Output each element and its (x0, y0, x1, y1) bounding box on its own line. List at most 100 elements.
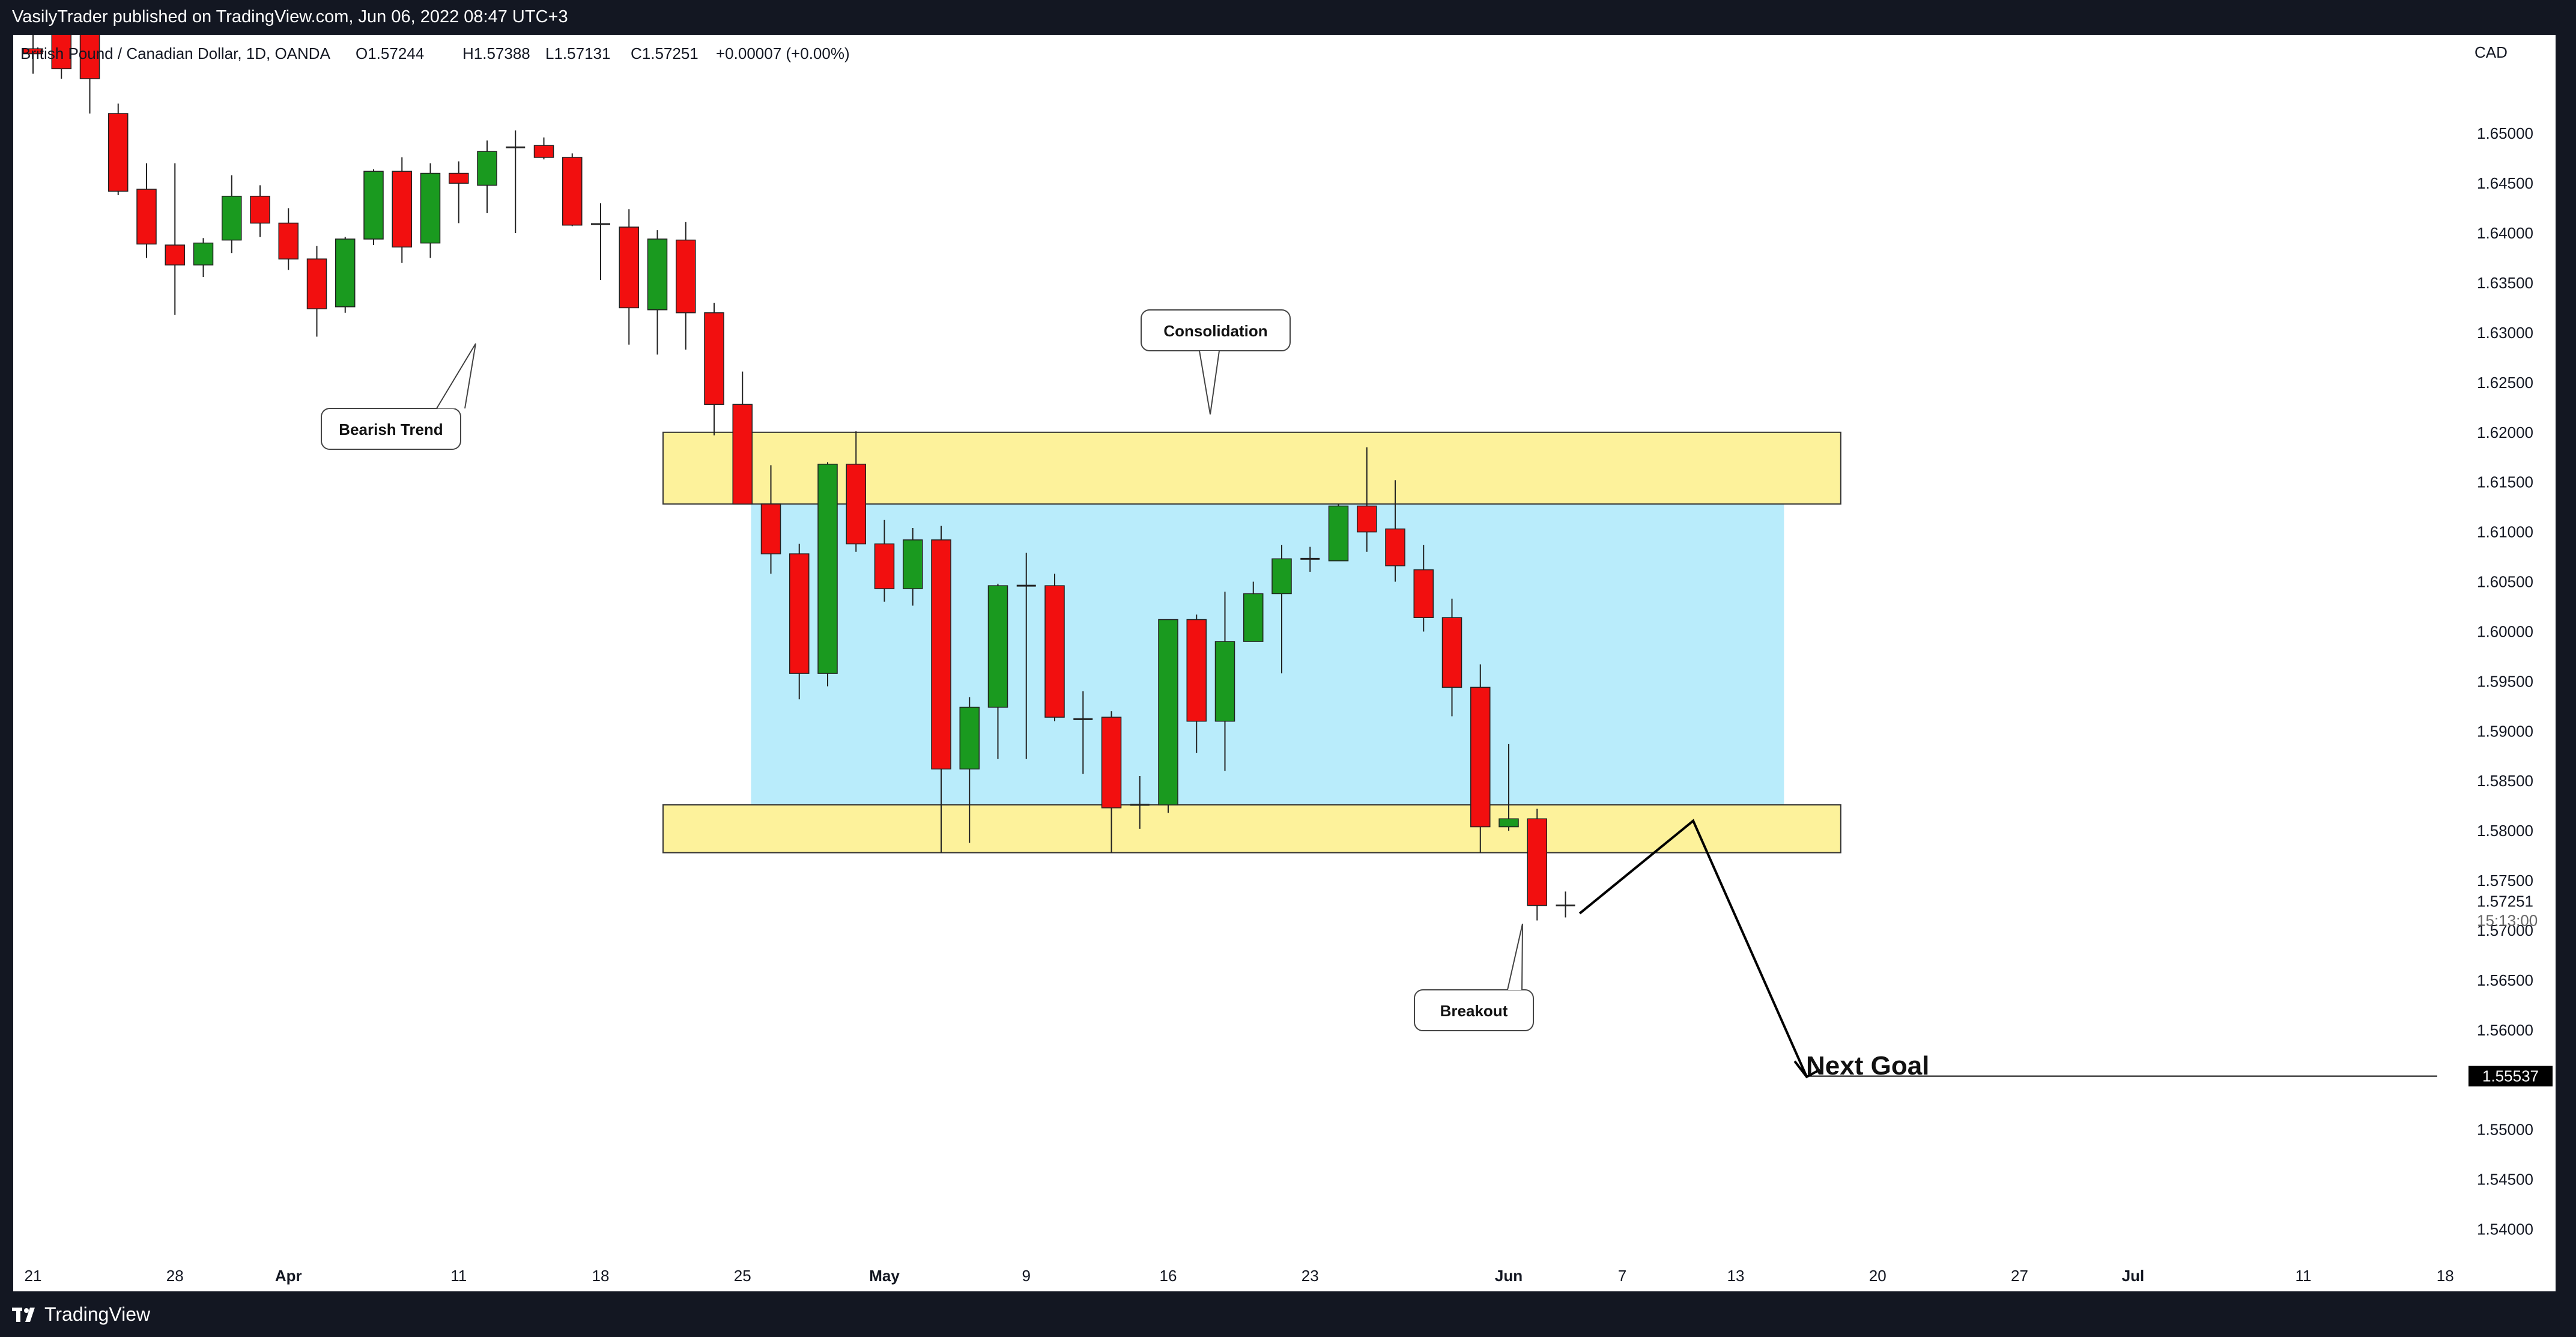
price-tick: 1.65000 (2477, 124, 2533, 142)
candle-up[interactable] (1158, 619, 1178, 805)
price-tick: 1.63500 (2477, 274, 2533, 292)
goal-price-badge (2468, 1066, 2553, 1087)
candle-up[interactable] (817, 464, 838, 674)
price-tick: 1.60500 (2477, 573, 2533, 591)
price-tick: 1.54000 (2477, 1220, 2533, 1238)
price-tick: 1.64000 (2477, 224, 2533, 242)
candle-up[interactable] (335, 238, 356, 308)
breakout-callout-pointer (1507, 923, 1523, 990)
candle-down[interactable] (449, 172, 469, 184)
time-tick: Jun (1495, 1267, 1523, 1285)
candle-down[interactable] (704, 312, 724, 405)
price-tick: 1.62000 (2477, 423, 2533, 441)
candle-down[interactable] (392, 171, 412, 248)
support-zone[interactable] (662, 804, 1841, 853)
candle-up[interactable] (1243, 593, 1264, 642)
candle-down[interactable] (562, 157, 583, 226)
consolidation-callout-pointer (1199, 350, 1220, 415)
candle-down[interactable] (1441, 617, 1462, 688)
candle-down[interactable] (1101, 717, 1122, 808)
candle-down[interactable] (789, 553, 810, 674)
resistance-zone[interactable] (662, 431, 1841, 505)
price-tick: 1.59500 (2477, 672, 2533, 690)
candle-down[interactable] (51, 35, 71, 70)
next-goal-label: Next Goal (1806, 1051, 1929, 1081)
time-tick: Jul (2122, 1267, 2145, 1285)
price-tick: 1.64500 (2477, 174, 2533, 192)
candle-down[interactable] (1527, 818, 1547, 906)
breakout-callout-box (1414, 989, 1534, 1031)
candle-down[interactable] (278, 222, 299, 259)
candle-down[interactable] (760, 503, 781, 554)
candle-down[interactable] (1385, 528, 1405, 566)
tradingview-logo[interactable]: TradingView (12, 1303, 150, 1326)
bearish-trend-callout-text: Bearish Trend (339, 420, 443, 438)
candle-up[interactable] (903, 539, 923, 589)
countdown-label: 15:13:00 (2477, 911, 2538, 929)
publish-info: VasilyTrader published on TradingView.co… (12, 7, 568, 26)
candle-up[interactable] (193, 242, 214, 265)
candle-up[interactable] (1328, 505, 1349, 562)
price-tick: 1.57500 (2477, 872, 2533, 890)
candle-down[interactable] (1413, 569, 1434, 618)
price-tick: 1.61000 (2477, 523, 2533, 541)
candle-up[interactable] (1271, 558, 1292, 595)
candle-up[interactable] (987, 585, 1008, 708)
candle-down[interactable] (306, 258, 327, 309)
candle-down[interactable] (1470, 687, 1491, 828)
candle-down[interactable] (250, 195, 270, 224)
bearish-trend-callout[interactable]: Bearish Trend (321, 343, 476, 450)
price-tick: 1.63000 (2477, 324, 2533, 342)
arrowhead (1793, 1060, 1821, 1079)
candle-down[interactable] (108, 113, 129, 192)
candle-up[interactable] (477, 151, 497, 186)
consolidation-callout[interactable]: Consolidation (1141, 309, 1291, 415)
candle-up[interactable] (1214, 641, 1235, 722)
breakout-callout[interactable]: Breakout (1414, 923, 1534, 1031)
candle-up[interactable] (363, 171, 384, 240)
time-tick: May (869, 1267, 900, 1285)
price-tick: 1.61500 (2477, 473, 2533, 491)
candle-down[interactable] (79, 35, 100, 79)
price-tick: 1.56000 (2477, 1021, 2533, 1039)
candle-up[interactable] (222, 195, 242, 241)
candle-down[interactable] (732, 404, 753, 505)
candle-up[interactable] (420, 172, 441, 244)
candle-down[interactable] (874, 543, 895, 589)
time-tick: 20 (1869, 1267, 1887, 1285)
time-tick: 25 (734, 1267, 751, 1285)
price-tick: 1.59000 (2477, 722, 2533, 740)
candle-up[interactable] (959, 706, 980, 770)
candle-down[interactable] (846, 464, 866, 545)
candle-down[interactable] (1186, 619, 1207, 722)
consolidation-range-box[interactable] (751, 504, 1784, 805)
candle-down[interactable] (23, 48, 43, 55)
candle-down[interactable] (931, 539, 951, 770)
candle-down[interactable] (136, 189, 157, 245)
ohlc-value: O1.57244 (356, 44, 424, 62)
candle-down[interactable] (1044, 585, 1065, 718)
candle-down[interactable] (533, 145, 554, 158)
time-tick: 9 (1022, 1267, 1031, 1285)
projection-path[interactable] (1578, 819, 1808, 1078)
candle-down[interactable] (619, 226, 639, 309)
tradingview-brand: TradingView (44, 1303, 151, 1325)
candle-down[interactable] (165, 244, 185, 265)
candlestick-chart[interactable]: Bearish Trend Consolidation Breakout Next G… (13, 35, 2556, 1291)
footer-bar: TradingView (0, 1291, 2576, 1337)
candle-down[interactable] (1357, 505, 1377, 533)
ohlc-value: C1.57251 (631, 44, 699, 62)
breakout-callout-text: Breakout (1440, 1002, 1508, 1020)
chart-frame: Bearish Trend Consolidation Breakout Next G… (13, 35, 2556, 1291)
price-tick: 1.58000 (2477, 822, 2533, 840)
candle-up[interactable] (1499, 818, 1519, 828)
price-tick: 1.57000 (2477, 921, 2533, 939)
goal-price-label: 1.55537 (2482, 1067, 2539, 1085)
candle-up[interactable] (647, 238, 668, 311)
price-tick: 1.56500 (2477, 971, 2533, 989)
ohlc-value: H1.57388 (462, 44, 530, 62)
tradingview-logo-icon (12, 1307, 35, 1322)
candle-down[interactable] (676, 239, 696, 314)
time-tick: 28 (166, 1267, 184, 1285)
ohlc-value: +0.00007 (+0.00%) (716, 44, 850, 62)
